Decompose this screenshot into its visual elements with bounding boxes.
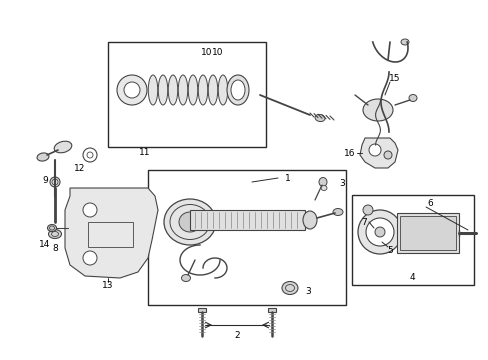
Ellipse shape bbox=[226, 75, 248, 105]
Ellipse shape bbox=[362, 99, 392, 121]
Ellipse shape bbox=[230, 80, 244, 100]
Circle shape bbox=[383, 151, 391, 159]
Ellipse shape bbox=[400, 39, 408, 45]
Text: 15: 15 bbox=[388, 73, 400, 82]
Ellipse shape bbox=[198, 75, 207, 105]
Polygon shape bbox=[359, 138, 397, 168]
Circle shape bbox=[117, 75, 147, 105]
Circle shape bbox=[124, 82, 140, 98]
Text: 2: 2 bbox=[234, 330, 239, 339]
Circle shape bbox=[83, 251, 97, 265]
Ellipse shape bbox=[48, 230, 61, 239]
Bar bbox=[190, 210, 305, 230]
Bar bbox=[351, 195, 473, 285]
Text: 10: 10 bbox=[201, 48, 212, 57]
Ellipse shape bbox=[163, 199, 216, 245]
Text: 6: 6 bbox=[426, 198, 432, 207]
Ellipse shape bbox=[37, 153, 49, 161]
Circle shape bbox=[365, 218, 393, 246]
Ellipse shape bbox=[178, 75, 187, 105]
Text: 12: 12 bbox=[74, 163, 85, 172]
Ellipse shape bbox=[320, 185, 326, 190]
Bar bbox=[267, 308, 275, 312]
Ellipse shape bbox=[54, 141, 72, 153]
Circle shape bbox=[50, 177, 60, 187]
Bar bbox=[88, 222, 133, 247]
Circle shape bbox=[362, 205, 372, 215]
Text: 1: 1 bbox=[285, 174, 290, 183]
Circle shape bbox=[357, 210, 401, 254]
Text: 7: 7 bbox=[360, 217, 366, 226]
Ellipse shape bbox=[303, 211, 316, 229]
Text: 14: 14 bbox=[39, 239, 51, 248]
Text: 16: 16 bbox=[344, 149, 355, 158]
Ellipse shape bbox=[179, 212, 201, 232]
Ellipse shape bbox=[181, 274, 190, 282]
Text: 4: 4 bbox=[408, 274, 414, 283]
Circle shape bbox=[83, 203, 97, 217]
Ellipse shape bbox=[218, 75, 227, 105]
Text: 5: 5 bbox=[386, 246, 392, 255]
Bar bbox=[399, 216, 455, 250]
Bar bbox=[396, 213, 458, 253]
Ellipse shape bbox=[332, 208, 342, 216]
Ellipse shape bbox=[282, 282, 297, 294]
Bar bbox=[198, 308, 205, 312]
Ellipse shape bbox=[168, 75, 177, 105]
Ellipse shape bbox=[188, 75, 197, 105]
Text: 11: 11 bbox=[139, 148, 150, 157]
Text: 10: 10 bbox=[212, 48, 224, 57]
Ellipse shape bbox=[408, 94, 416, 102]
Ellipse shape bbox=[148, 75, 158, 105]
Ellipse shape bbox=[47, 225, 57, 231]
Text: 8: 8 bbox=[52, 243, 58, 252]
Ellipse shape bbox=[208, 75, 217, 105]
Ellipse shape bbox=[314, 114, 325, 122]
Bar bbox=[148, 170, 346, 305]
Circle shape bbox=[368, 144, 380, 156]
Ellipse shape bbox=[158, 75, 167, 105]
Bar bbox=[108, 42, 265, 147]
Text: 3: 3 bbox=[339, 179, 344, 188]
Text: 3: 3 bbox=[305, 288, 310, 297]
Text: 13: 13 bbox=[102, 280, 114, 289]
Text: 9: 9 bbox=[42, 176, 48, 185]
Circle shape bbox=[374, 227, 384, 237]
Ellipse shape bbox=[318, 177, 326, 186]
Polygon shape bbox=[65, 188, 158, 278]
